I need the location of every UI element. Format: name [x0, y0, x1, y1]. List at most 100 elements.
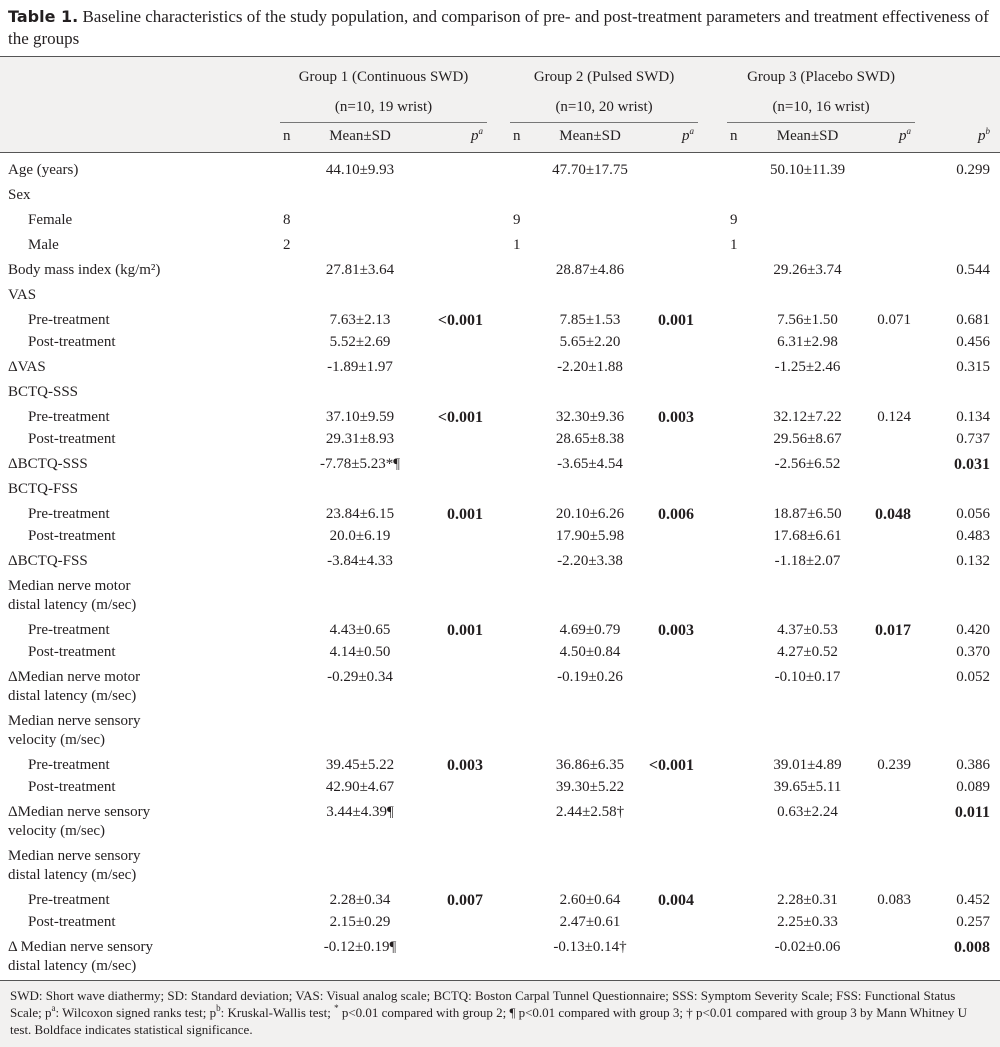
empty-cell	[915, 380, 1000, 405]
empty-cell	[860, 778, 915, 800]
cell: 20.10±6.26	[540, 502, 640, 527]
empty-cell	[410, 183, 487, 208]
column-header: Mean±SD	[540, 123, 640, 153]
row-label: Age (years)	[0, 153, 280, 184]
cell: 29.31±8.93	[310, 430, 410, 452]
cell: 0.420	[915, 618, 1000, 643]
empty-cell	[410, 153, 487, 184]
table-title: Table 1. Baseline characteristics of the…	[0, 0, 1000, 56]
empty-cell	[540, 477, 640, 502]
cell: 0.001	[410, 502, 487, 527]
cell: 9	[727, 208, 755, 233]
empty-cell	[727, 665, 755, 709]
cell: 4.50±0.84	[540, 643, 640, 665]
cell: 0.006	[640, 502, 698, 527]
cell: 4.37±0.53	[755, 618, 860, 643]
empty-cell	[727, 888, 755, 913]
empty-cell	[280, 380, 310, 405]
empty-cell	[280, 308, 310, 333]
cell: 0.003	[640, 618, 698, 643]
empty-cell	[860, 355, 915, 380]
empty-cell	[410, 549, 487, 574]
empty-cell	[510, 753, 540, 778]
empty-cell	[510, 183, 540, 208]
empty-cell	[727, 380, 755, 405]
spacer	[487, 527, 510, 549]
row-label: ΔMedian nerve motor distal latency (m/se…	[0, 665, 280, 709]
cell: 7.85±1.53	[540, 308, 640, 333]
empty-cell	[310, 380, 410, 405]
spacer	[487, 935, 510, 981]
spacer	[915, 57, 1000, 91]
table-row: Sex	[0, 183, 1000, 208]
spacer	[698, 913, 727, 935]
empty-cell	[510, 308, 540, 333]
cell: -0.13±0.14†	[540, 935, 640, 981]
cell: <0.001	[410, 405, 487, 430]
empty-cell	[410, 709, 487, 753]
empty-cell	[510, 709, 540, 753]
empty-cell	[640, 709, 698, 753]
empty-cell	[860, 549, 915, 574]
cell: 2.25±0.33	[755, 913, 860, 935]
empty-cell	[510, 800, 540, 844]
row-label: Post-treatment	[0, 430, 280, 452]
empty-cell	[727, 844, 755, 888]
cell: 36.86±6.35	[540, 753, 640, 778]
spacer	[487, 355, 510, 380]
cell: -0.12±0.19¶	[310, 935, 410, 981]
empty-cell	[727, 477, 755, 502]
empty-cell	[510, 665, 540, 709]
footnote-text: : Wilcoxon signed ranks test; p	[56, 1005, 217, 1020]
empty-cell	[860, 477, 915, 502]
cell: 23.84±6.15	[310, 502, 410, 527]
cell: 0.048	[860, 502, 915, 527]
cell: 39.01±4.89	[755, 753, 860, 778]
cell: 28.65±8.38	[540, 430, 640, 452]
empty-cell	[727, 333, 755, 355]
group-n: (n=10, 19 wrist)	[280, 90, 487, 123]
empty-cell	[727, 709, 755, 753]
empty-cell	[727, 502, 755, 527]
spacer	[487, 665, 510, 709]
empty-cell	[510, 477, 540, 502]
cell: 29.56±8.67	[755, 430, 860, 452]
cell: 0.63±2.24	[755, 800, 860, 844]
empty-cell	[640, 935, 698, 981]
cell: 0.456	[915, 333, 1000, 355]
cell: 0.008	[915, 935, 1000, 981]
row-label: Median nerve sensory velocity (m/sec)	[0, 709, 280, 753]
spacer	[487, 208, 510, 233]
empty-cell	[860, 333, 915, 355]
empty-cell	[280, 709, 310, 753]
spacer	[487, 753, 510, 778]
spacer	[487, 549, 510, 574]
empty-cell	[727, 308, 755, 333]
cell: 32.30±9.36	[540, 405, 640, 430]
group-name: Group 1 (Continuous SWD)	[280, 57, 487, 91]
empty-cell	[280, 888, 310, 913]
empty-cell	[640, 574, 698, 618]
cell: 0.483	[915, 527, 1000, 549]
empty-cell	[510, 574, 540, 618]
header-row: Group 1 (Continuous SWD)Group 2 (Pulsed …	[0, 57, 1000, 91]
empty-cell	[640, 208, 698, 233]
empty-cell	[280, 283, 310, 308]
spacer	[915, 90, 1000, 123]
row-label: ΔBCTQ-SSS	[0, 452, 280, 477]
cell: -0.02±0.06	[755, 935, 860, 981]
cell: 1	[510, 233, 540, 258]
spacer	[698, 618, 727, 643]
cell: 0.386	[915, 753, 1000, 778]
empty-cell	[510, 549, 540, 574]
spacer	[487, 405, 510, 430]
empty-cell	[755, 709, 860, 753]
empty-cell	[860, 430, 915, 452]
empty-cell	[755, 233, 860, 258]
